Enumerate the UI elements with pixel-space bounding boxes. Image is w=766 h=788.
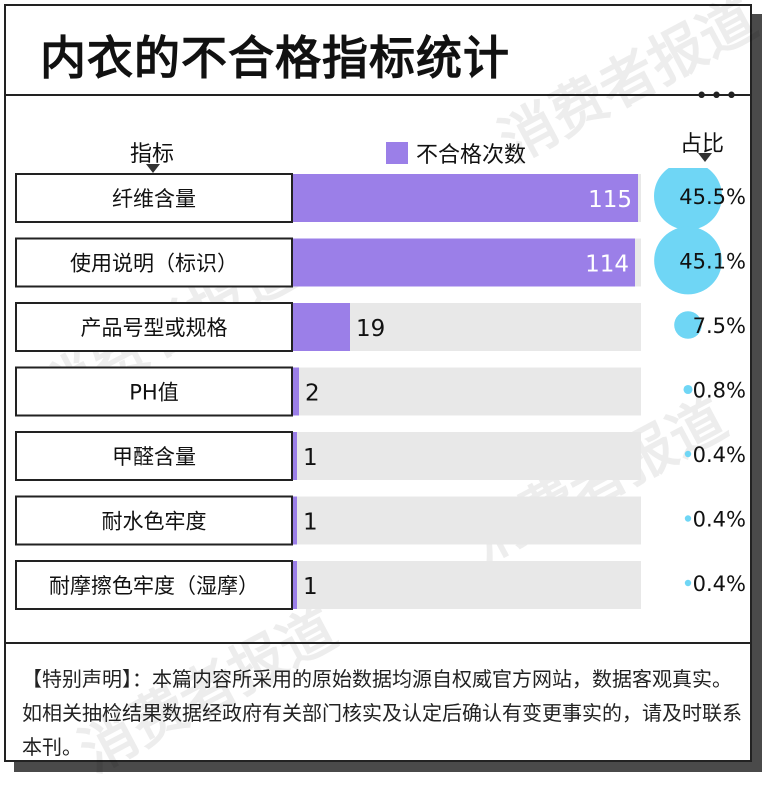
category-box <box>15 431 293 481</box>
bar-track <box>293 432 641 480</box>
share-bubble <box>654 168 722 230</box>
bar-track <box>293 367 641 416</box>
infographic-card: 内衣的不合格指标统计 ••• 消费者报道 消费者报道 消费者报道 消费者报道 指… <box>4 0 766 785</box>
category-box <box>15 495 293 546</box>
bar <box>293 367 299 416</box>
page-title: 内衣的不合格指标统计 <box>40 31 510 85</box>
bar <box>293 432 297 480</box>
bar-value-label: 1 <box>303 574 318 600</box>
share-label: 45.5% <box>679 185 746 209</box>
bar <box>293 174 638 222</box>
bar <box>293 238 635 287</box>
bar-value-label: 115 <box>588 187 632 213</box>
share-bubble <box>654 226 722 295</box>
indicator-header: 指标 <box>130 142 175 167</box>
category-label: PH值 <box>129 381 178 405</box>
bar <box>293 561 297 609</box>
indicator-header-arrow-icon <box>146 164 160 173</box>
share-label: 7.5% <box>693 314 746 338</box>
category-box <box>15 173 293 223</box>
bar <box>293 496 297 545</box>
share-label: 0.4% <box>693 443 746 467</box>
title-bar: 内衣的不合格指标统计 <box>6 6 750 96</box>
category-label: 甲醛含量 <box>112 445 196 469</box>
bar-value-label: 2 <box>305 381 320 407</box>
bar <box>293 303 350 351</box>
bar-chart: 纤维含量 115 45.5% 使用说明（标识） 114 45.1% 产品号型或规格 19 7.5… <box>15 168 746 610</box>
share-bubble <box>674 311 702 339</box>
legend-swatch <box>386 142 408 164</box>
bar-value-label: 114 <box>585 252 629 278</box>
legend-label: 不合格次数 <box>416 143 527 168</box>
bar-track <box>293 496 641 545</box>
bar-value-label: 1 <box>303 445 318 471</box>
more-dots-icon: ••• <box>695 84 740 109</box>
share-label: 0.4% <box>693 508 746 532</box>
category-box <box>15 237 293 288</box>
bar-track <box>293 303 641 351</box>
bar-value-label: 19 <box>356 316 385 342</box>
share-bubble <box>683 384 693 395</box>
category-label: 纤维含量 <box>112 187 196 211</box>
category-box <box>15 366 293 417</box>
category-label: 耐摩擦色牢度（湿摩） <box>49 574 259 598</box>
bar-track <box>293 561 641 609</box>
category-label: 使用说明（标识） <box>70 252 238 276</box>
share-bubble <box>684 579 692 587</box>
category-box <box>15 560 293 610</box>
share-label: 45.1% <box>679 250 746 274</box>
share-bubble <box>684 450 692 458</box>
category-label: 耐水色牢度 <box>102 510 207 534</box>
category-box <box>15 302 293 352</box>
footer-divider <box>6 642 750 644</box>
share-header: 占比 <box>680 132 725 157</box>
share-bubble <box>684 515 692 522</box>
bar-value-label: 1 <box>303 510 318 536</box>
share-label: 0.8% <box>693 379 746 403</box>
category-label: 产品号型或规格 <box>81 316 228 340</box>
footer-disclaimer: 【特别声明】：本篇内容所采用的原始数据均源自权威官方网站，数据客观真实。如相关抽… <box>22 667 742 759</box>
share-label: 0.4% <box>693 572 746 596</box>
share-header-arrow-icon <box>698 153 712 162</box>
